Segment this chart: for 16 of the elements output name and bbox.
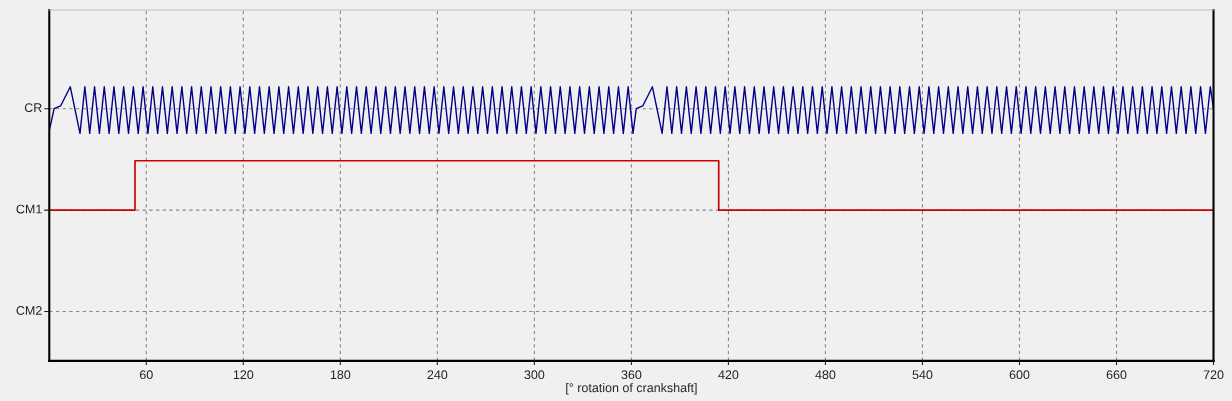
x-tick-label: 120 <box>233 370 254 380</box>
x-tick-label: 660 <box>1106 370 1127 380</box>
x-tick-label: 240 <box>427 370 448 380</box>
x-tick-label: 360 <box>621 370 642 380</box>
x-tick-label: 720 <box>1203 370 1224 380</box>
x-axis-title: [° rotation of crankshaft] <box>566 382 697 395</box>
ref-line-label: CM1 <box>16 204 42 214</box>
ref-line-label: CR <box>24 103 42 113</box>
x-tick-label: 60 <box>139 370 153 380</box>
x-tick-label: 540 <box>912 370 933 380</box>
x-tick-label: 420 <box>718 370 739 380</box>
x-tick-label: 180 <box>330 370 351 380</box>
ref-line-label: CM2 <box>16 306 42 315</box>
x-tick-label: 600 <box>1009 370 1030 380</box>
x-tick-label: 300 <box>524 370 545 380</box>
x-tick-label: 480 <box>815 370 836 380</box>
